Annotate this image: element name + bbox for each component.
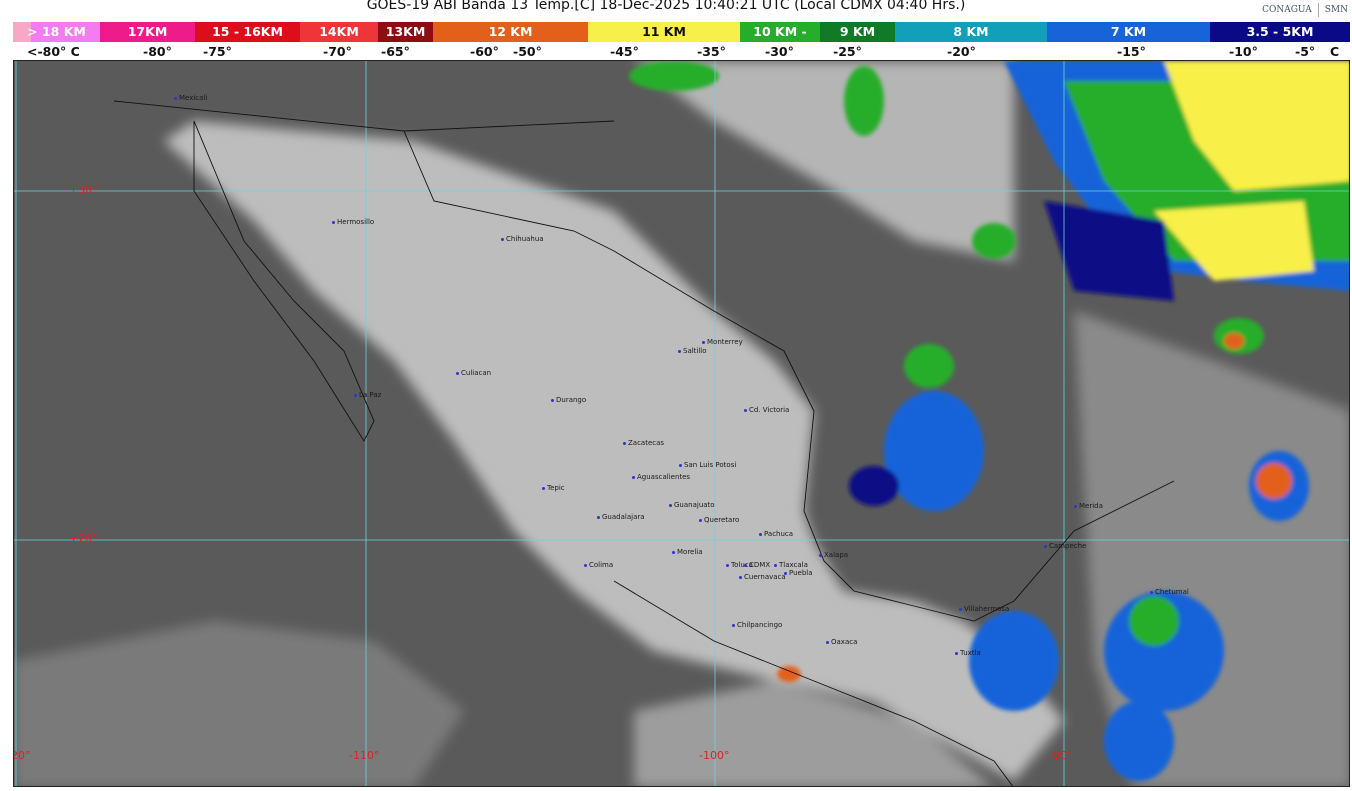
city-label: Morelia (672, 548, 703, 556)
temperature-label: -5° (1295, 44, 1316, 59)
legend-band: 12 KM (433, 22, 588, 42)
temperature-label: -20° (947, 44, 976, 59)
temperature-label: -35° (697, 44, 726, 59)
city-label: Chihuahua (501, 235, 544, 243)
temperature-label: -65° (381, 44, 410, 59)
legend-band: 7 KM (1047, 22, 1210, 42)
color-legend-bar: > 18 KM 17KM 15 - 16KM 14KM 13KM 12 KM 11 KM 10… (13, 22, 1350, 42)
longitude-label: -120° (14, 749, 31, 762)
city-label: La Paz (354, 391, 381, 399)
city-label: Colima (584, 561, 613, 569)
city-label: Aguascalientes (632, 473, 690, 481)
city-label: Puebla (784, 569, 813, 577)
temperature-label: -15° (1117, 44, 1146, 59)
temperature-label: -70° (323, 44, 352, 59)
legend-band: 11 KM (588, 22, 740, 42)
city-label: Chetumal (1150, 588, 1189, 596)
longitude-label: -90° (1049, 749, 1073, 762)
temperature-label: -60° (470, 44, 499, 59)
city-label: Durango (551, 396, 586, 404)
city-label: Mexicali (174, 94, 207, 102)
temperature-label: -75° (203, 44, 232, 59)
city-label: Cd. Victoria (744, 406, 789, 414)
temperature-label: -25° (833, 44, 862, 59)
city-label: Monterrey (702, 338, 743, 346)
city-label: Culiacan (456, 369, 491, 377)
city-label: Pachuca (759, 530, 793, 538)
legend-band: > 18 KM (13, 22, 100, 42)
city-label: Saltillo (678, 347, 707, 355)
smn-logo: SMN (1324, 5, 1348, 15)
city-label: Merida (1074, 502, 1103, 510)
city-label: Tuxtla (955, 649, 981, 657)
city-label: Xalapa (819, 551, 848, 559)
legend-band: 13KM (378, 22, 433, 42)
latitude-label: +30° (69, 183, 98, 196)
city-label: Tepic (542, 484, 565, 492)
legend-band: 15 - 16KM (195, 22, 300, 42)
latitude-label: +20° (69, 532, 98, 545)
legend-band: 9 KM (820, 22, 895, 42)
temperature-label: -30° (765, 44, 794, 59)
city-label: CDMX (744, 561, 770, 569)
coastlines-borders (113, 100, 1175, 786)
city-label: Villahermosa (959, 605, 1009, 613)
image-title: GOES-19 ABI Banda 13 Temp.[C] 18-Dec-202… (366, 0, 966, 13)
city-label: Queretaro (699, 516, 739, 524)
city-label: Chilpancingo (732, 621, 782, 629)
city-label: Guadalajara (597, 513, 645, 521)
legend-band: 17KM (100, 22, 195, 42)
longitude-label: -100° (699, 749, 730, 762)
city-label: Toluca (726, 561, 753, 569)
agency-logos: CONAGUA SMN (1262, 3, 1348, 17)
legend-band: 3.5 - 5KM (1210, 22, 1350, 42)
conagua-logo: CONAGUA (1262, 5, 1312, 15)
temperature-label: C (1330, 44, 1340, 59)
legend-band: 10 KM - (740, 22, 820, 42)
legend-band: 8 KM (895, 22, 1047, 42)
legend-band: 14KM (300, 22, 378, 42)
satellite-imagery (14, 61, 1349, 786)
city-label: Cuernavaca (739, 573, 786, 581)
temperature-label: <-80° C (27, 44, 80, 59)
city-label: Oaxaca (826, 638, 857, 646)
city-label: Tlaxcala (774, 561, 808, 569)
longitude-label: -110° (349, 749, 380, 762)
temperature-label: -80° (143, 44, 172, 59)
temperature-label: -45° (610, 44, 639, 59)
temperature-label: -10° (1229, 44, 1258, 59)
city-label: Hermosillo (332, 218, 374, 226)
graticule (14, 61, 1349, 786)
city-label: Guanajuato (669, 501, 715, 509)
city-label: Campeche (1044, 542, 1086, 550)
temperature-label: -50° (513, 44, 542, 59)
city-label: Zacatecas (623, 439, 664, 447)
city-label: San Luis Potosi (679, 461, 736, 469)
satellite-map[interactable]: Mexicali Hermosillo Chihuahua Saltillo Monte… (13, 60, 1350, 787)
